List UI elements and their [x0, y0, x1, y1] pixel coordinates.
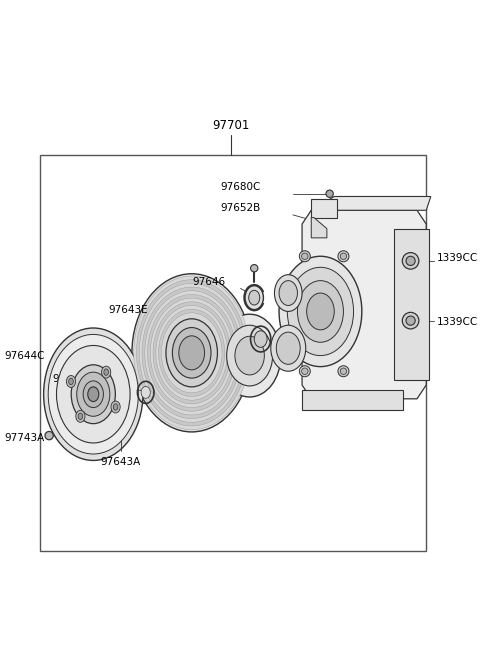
Ellipse shape — [111, 401, 120, 413]
Ellipse shape — [69, 379, 73, 384]
Text: 97646: 97646 — [192, 277, 226, 287]
Text: 97644C: 97644C — [4, 350, 45, 361]
Ellipse shape — [145, 291, 239, 415]
Ellipse shape — [338, 365, 349, 377]
Ellipse shape — [88, 387, 99, 401]
Ellipse shape — [141, 386, 150, 398]
Ellipse shape — [249, 291, 260, 305]
Ellipse shape — [402, 312, 419, 329]
Ellipse shape — [78, 413, 83, 420]
Text: 1339CC: 1339CC — [437, 253, 479, 263]
Ellipse shape — [139, 283, 244, 422]
Polygon shape — [302, 211, 426, 399]
Ellipse shape — [76, 411, 85, 422]
Text: 97707C: 97707C — [275, 338, 315, 348]
Ellipse shape — [227, 325, 273, 386]
Bar — [311, 199, 337, 218]
Ellipse shape — [179, 336, 204, 370]
Ellipse shape — [66, 375, 75, 388]
Ellipse shape — [113, 403, 118, 410]
Ellipse shape — [45, 432, 53, 440]
Ellipse shape — [166, 319, 217, 387]
Ellipse shape — [153, 302, 230, 404]
Ellipse shape — [44, 328, 143, 461]
Ellipse shape — [132, 274, 252, 432]
Ellipse shape — [134, 276, 250, 430]
Ellipse shape — [254, 331, 267, 347]
Ellipse shape — [218, 314, 281, 397]
Ellipse shape — [276, 332, 300, 364]
Ellipse shape — [300, 365, 311, 377]
Text: 97743A: 97743A — [4, 434, 45, 443]
Ellipse shape — [288, 267, 354, 356]
Ellipse shape — [77, 372, 110, 417]
Ellipse shape — [158, 309, 225, 396]
Ellipse shape — [102, 366, 111, 378]
Polygon shape — [311, 218, 327, 238]
Ellipse shape — [300, 251, 311, 262]
Text: 97711D: 97711D — [172, 369, 213, 379]
Ellipse shape — [136, 279, 247, 426]
Ellipse shape — [83, 381, 103, 407]
Ellipse shape — [279, 281, 298, 306]
Ellipse shape — [340, 368, 347, 375]
Text: 97643E: 97643E — [109, 304, 148, 315]
Ellipse shape — [235, 337, 264, 375]
Ellipse shape — [340, 253, 347, 260]
Ellipse shape — [338, 251, 349, 262]
Ellipse shape — [326, 190, 333, 197]
Polygon shape — [311, 197, 431, 211]
Ellipse shape — [104, 369, 108, 375]
Ellipse shape — [156, 306, 228, 400]
Ellipse shape — [245, 286, 264, 310]
Text: 97643A: 97643A — [101, 457, 141, 467]
Ellipse shape — [406, 256, 415, 266]
Ellipse shape — [150, 298, 233, 407]
Ellipse shape — [301, 368, 308, 375]
Ellipse shape — [301, 253, 308, 260]
Text: 97680C: 97680C — [220, 182, 261, 192]
Ellipse shape — [279, 256, 362, 367]
Ellipse shape — [406, 316, 415, 325]
Bar — [40, 155, 426, 550]
Ellipse shape — [48, 335, 138, 454]
Ellipse shape — [298, 281, 344, 342]
Text: 1339CC: 1339CC — [437, 318, 479, 327]
Ellipse shape — [71, 365, 115, 424]
Ellipse shape — [172, 327, 211, 378]
Ellipse shape — [271, 325, 306, 371]
Bar — [302, 390, 403, 410]
Ellipse shape — [142, 287, 241, 419]
Text: 97701: 97701 — [213, 119, 250, 132]
Text: 97652B: 97652B — [220, 203, 261, 213]
Ellipse shape — [251, 264, 258, 272]
Ellipse shape — [147, 295, 236, 411]
Text: 97646C: 97646C — [53, 373, 93, 384]
Ellipse shape — [307, 293, 334, 330]
Ellipse shape — [57, 346, 130, 443]
Ellipse shape — [402, 253, 419, 269]
Ellipse shape — [275, 275, 302, 312]
Ellipse shape — [161, 313, 222, 393]
Bar — [394, 229, 429, 380]
